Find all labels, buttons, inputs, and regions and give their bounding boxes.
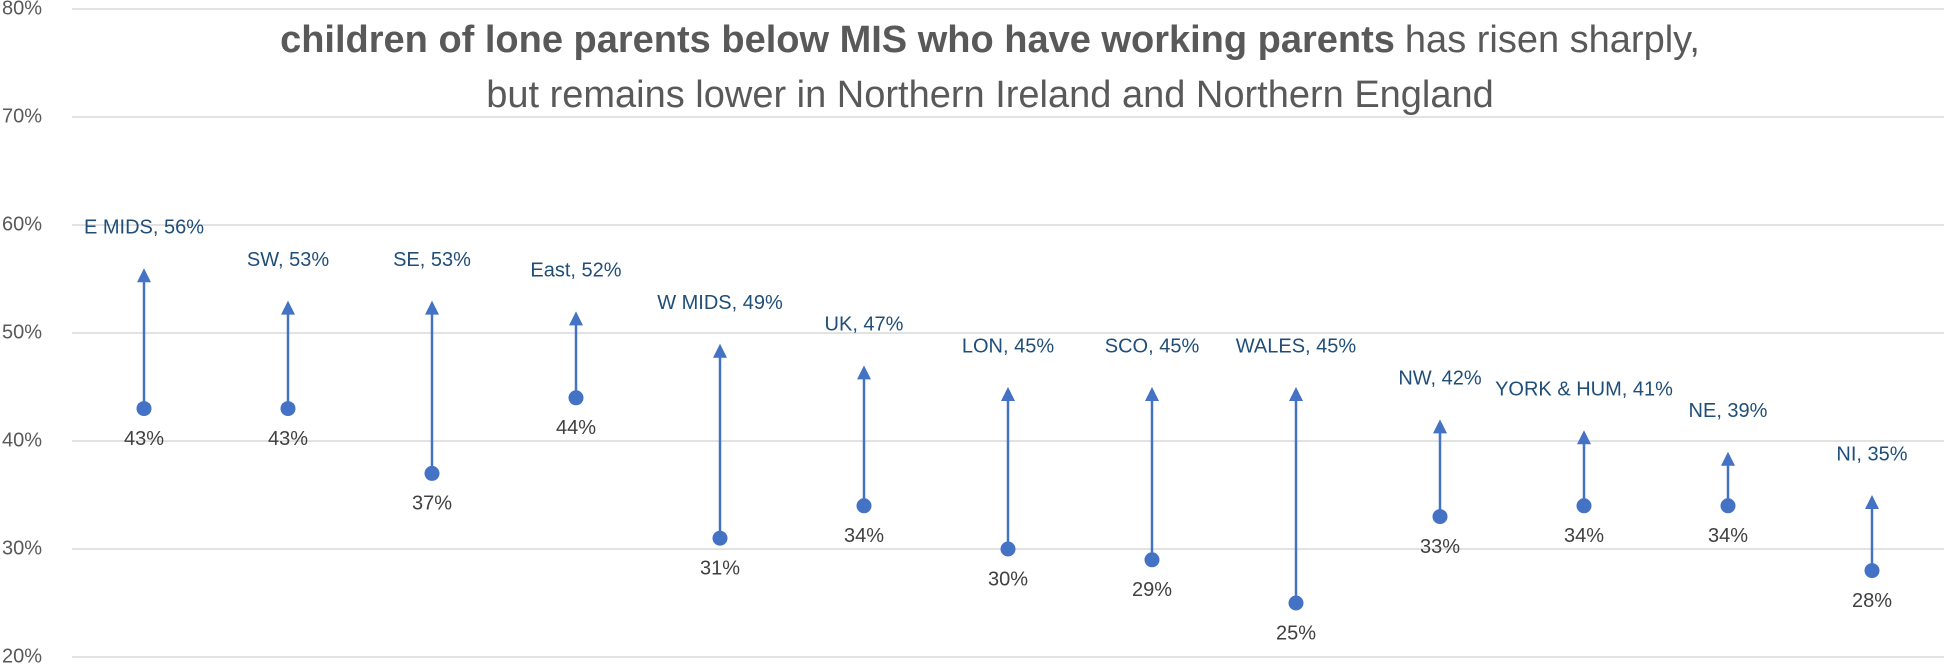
arrow-head xyxy=(1145,387,1159,401)
start-label: 31% xyxy=(700,557,740,579)
start-label: 25% xyxy=(1276,622,1316,644)
start-dot xyxy=(424,465,440,481)
end-label: WALES, 45% xyxy=(1236,335,1357,357)
y-tick-label: 40% xyxy=(2,429,42,451)
start-dot xyxy=(1720,498,1736,514)
start-label: 43% xyxy=(268,428,308,450)
y-tick-label: 30% xyxy=(2,537,42,559)
start-dot xyxy=(1000,541,1016,557)
start-label: 44% xyxy=(556,417,596,439)
arrow-head xyxy=(857,365,871,380)
end-label: SW, 53% xyxy=(247,249,329,271)
end-label: SE, 53% xyxy=(393,249,471,271)
start-label: 37% xyxy=(412,493,452,515)
start-dot xyxy=(1864,563,1880,579)
start-dot xyxy=(1144,552,1160,568)
start-dot xyxy=(1432,509,1448,525)
start-dot xyxy=(280,401,296,417)
y-tick-label: 20% xyxy=(2,645,42,667)
y-tick-label: 50% xyxy=(2,321,42,343)
start-dot xyxy=(568,390,584,406)
start-label: 43% xyxy=(124,428,164,450)
end-label: SCO, 45% xyxy=(1105,335,1200,357)
arrow-head xyxy=(1433,419,1447,434)
arrow-head xyxy=(137,268,151,283)
start-label: 30% xyxy=(988,568,1028,590)
arrow-head xyxy=(1577,430,1591,445)
end-label: NI, 35% xyxy=(1836,443,1907,465)
start-dot xyxy=(856,498,872,514)
y-tick-label: 80% xyxy=(2,0,42,19)
end-label: YORK & HUM, 41% xyxy=(1495,378,1673,400)
title-gap: has risen sharply, xyxy=(1405,19,1700,61)
end-label: NE, 39% xyxy=(1689,400,1768,422)
start-label: 33% xyxy=(1420,536,1460,558)
arrow-head xyxy=(569,311,583,326)
arrow-head xyxy=(425,300,439,315)
start-label: 34% xyxy=(1708,525,1748,547)
arrow-head xyxy=(281,300,295,315)
end-label: LON, 45% xyxy=(962,335,1054,357)
end-label: UK, 47% xyxy=(825,314,904,336)
start-label: 34% xyxy=(1564,525,1604,547)
start-label: 34% xyxy=(844,525,884,547)
y-tick-label: 70% xyxy=(2,105,42,127)
arrow-head xyxy=(1001,387,1015,401)
start-label: 29% xyxy=(1132,579,1172,601)
arrow-head xyxy=(1865,495,1879,509)
y-tick-label: 60% xyxy=(2,213,42,235)
start-dot xyxy=(712,530,728,546)
chart-title: children of lone parents below MIS who h… xyxy=(280,19,1700,61)
start-dot xyxy=(136,401,152,417)
arrow-head xyxy=(1289,387,1303,401)
start-dot xyxy=(1288,595,1304,611)
arrow-head xyxy=(713,343,727,358)
title-bold: children of lone parents below MIS who h… xyxy=(280,19,1395,61)
end-label: East, 52% xyxy=(530,260,621,282)
end-label: NW, 42% xyxy=(1398,368,1482,390)
chart-subtitle: but remains lower in Northern Ireland an… xyxy=(486,74,1494,116)
arrow-head xyxy=(1721,451,1735,466)
start-label: 28% xyxy=(1852,590,1892,612)
start-dot xyxy=(1576,498,1592,514)
end-label: W MIDS, 49% xyxy=(657,292,783,314)
marks: 43% E MIDS, 56% 43% SW, 53% 37% SE, 53% 44% Eas… xyxy=(84,216,1908,644)
end-label: E MIDS, 56% xyxy=(84,216,204,238)
